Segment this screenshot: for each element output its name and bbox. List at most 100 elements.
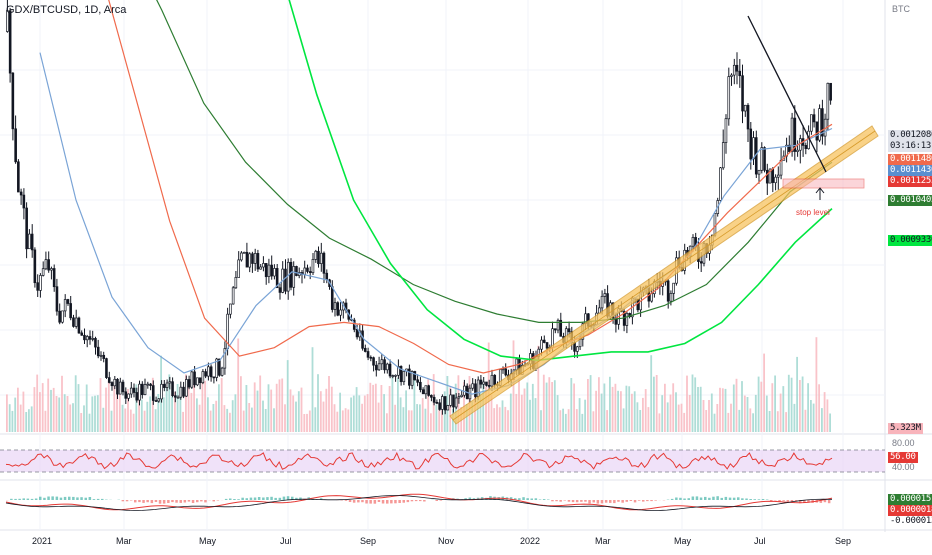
volume-bar — [650, 355, 652, 432]
macd-histogram-bar — [229, 499, 232, 501]
candle-body — [249, 254, 251, 267]
macd-histogram-bar — [365, 500, 368, 504]
volume-bar — [130, 410, 132, 432]
volume-bar — [816, 337, 818, 432]
candle-body — [830, 83, 832, 100]
volume-bar — [405, 390, 407, 432]
volume-bar — [392, 375, 394, 432]
candle-body — [753, 138, 755, 159]
volume-bar — [425, 409, 427, 432]
x-tick-label: 2022 — [520, 536, 540, 546]
candle-body — [318, 251, 320, 263]
volume-bar — [375, 384, 377, 432]
volume-bar — [805, 410, 807, 432]
volume-bar — [34, 387, 36, 432]
candle-body — [73, 318, 75, 327]
macd-histogram-bar — [122, 500, 125, 501]
candle-body — [736, 65, 738, 71]
candle-body — [375, 365, 377, 370]
candle-body — [84, 335, 86, 340]
candle-body — [218, 359, 220, 375]
candle-body — [213, 377, 215, 378]
volume-bar — [653, 377, 655, 432]
volume-bar — [320, 391, 322, 432]
candle-body — [458, 397, 460, 398]
candle-body — [274, 268, 276, 276]
macd-histogram-bar — [588, 500, 591, 504]
macd-histogram-bar — [646, 500, 649, 501]
macd-histogram-bar — [745, 499, 748, 501]
candle-body — [232, 288, 234, 304]
chart-title: GDX/BTCUSD, 1D, Arca — [6, 4, 126, 16]
volume-bar — [248, 403, 250, 432]
volume-bar — [312, 347, 314, 432]
macd-histogram-bar — [345, 500, 348, 501]
volume-bar — [499, 407, 501, 432]
macd-histogram-bar — [824, 500, 827, 502]
volume-bar — [254, 382, 256, 432]
macd-histogram-bar — [47, 497, 50, 501]
macd-histogram-bar — [568, 500, 571, 502]
volume-bar — [595, 391, 597, 432]
candle-body — [163, 384, 165, 387]
volume-bar — [584, 400, 586, 432]
macd-histogram-bar — [692, 497, 695, 501]
candle-body — [436, 402, 438, 403]
candle-body — [254, 253, 256, 263]
candle-body — [430, 395, 432, 397]
x-tick-label: Mar — [116, 536, 132, 546]
macd-histogram-bar — [10, 499, 13, 500]
volume-bar — [199, 405, 201, 432]
macd-histogram-bar — [60, 498, 63, 500]
candle-body — [604, 294, 606, 297]
volume-bar — [788, 375, 790, 432]
currency-label: BTC — [892, 4, 910, 14]
volume-bar — [604, 384, 606, 433]
volume-bar — [601, 394, 603, 432]
volume-bar — [50, 390, 52, 432]
macd-histogram-bar — [650, 500, 653, 501]
volume-bar — [361, 404, 363, 432]
macd-histogram-bar — [270, 497, 273, 500]
candle-body — [692, 237, 694, 246]
volume-bar — [141, 400, 143, 432]
candle-body — [747, 105, 749, 129]
volume-bar — [25, 412, 27, 432]
candle-body — [106, 359, 108, 378]
volume-bar — [763, 354, 765, 432]
candle-body — [172, 382, 174, 396]
volume-bar — [802, 377, 804, 433]
macd-histogram-bar — [394, 500, 397, 503]
macd-histogram-bar — [584, 500, 587, 502]
candle-body — [414, 372, 416, 380]
volume-bar — [703, 400, 705, 432]
volume-bar — [124, 409, 126, 433]
candle-body — [293, 266, 295, 287]
candle-body — [378, 364, 380, 370]
candle-body — [108, 378, 110, 383]
candle-body — [290, 262, 292, 287]
volume-bar — [609, 377, 611, 432]
candle-body — [381, 360, 383, 364]
volume-bar — [72, 403, 74, 432]
volume-bar — [697, 387, 699, 432]
volume-bar — [386, 413, 388, 432]
volume-bar — [670, 395, 672, 433]
volume-bar — [265, 409, 267, 432]
volume-bar — [807, 383, 809, 432]
volume-bar — [259, 376, 261, 433]
volume-bar — [246, 385, 248, 432]
volume-bar — [700, 387, 702, 432]
volume-bar — [314, 407, 316, 432]
macd-histogram-bar — [704, 497, 707, 500]
candle-body — [191, 372, 193, 387]
volume-bar — [672, 383, 674, 432]
candle-body — [229, 304, 231, 314]
candle-body — [364, 348, 366, 351]
candle-body — [367, 352, 369, 358]
volume-bar — [213, 404, 215, 432]
candle-body — [243, 252, 245, 253]
volume-bar — [383, 394, 385, 432]
